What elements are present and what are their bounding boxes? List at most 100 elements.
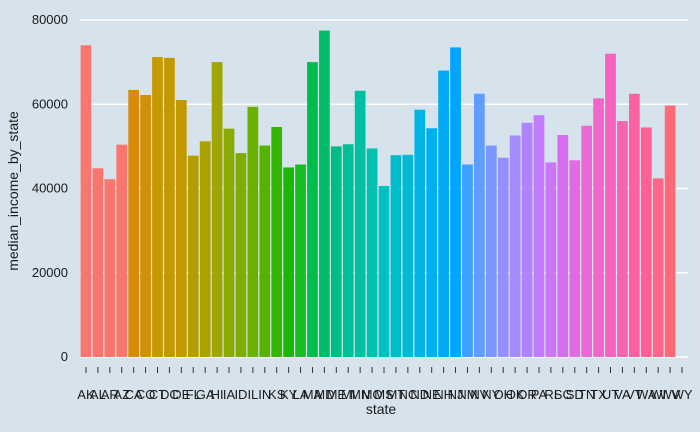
bar-ca xyxy=(128,89,140,358)
x-tick-label-sc: SC xyxy=(554,387,572,402)
x-tick-label-de: DE xyxy=(172,387,190,402)
y-tick-label: 80000 xyxy=(32,12,68,27)
bar-wi xyxy=(652,178,664,357)
bar-ky xyxy=(283,167,294,357)
x-tick-label-in: IN xyxy=(258,387,271,402)
x-tick-label-tn: TN xyxy=(578,387,595,402)
x-tick-label-ak: AK xyxy=(77,387,95,402)
bar-az xyxy=(116,144,128,357)
bar-vt xyxy=(628,93,640,357)
x-tick-label-mt: MT xyxy=(387,387,406,402)
x-tick-label-ma: MA xyxy=(303,387,323,402)
bar-mo xyxy=(366,148,378,357)
y-tick-label: 0 xyxy=(61,349,68,364)
x-tick-label-ar: AR xyxy=(101,387,119,402)
x-tick-label-la: LA xyxy=(293,387,309,402)
x-tick-label-nv: NV xyxy=(470,387,488,402)
x-tick-label-ri: RI xyxy=(544,387,557,402)
x-tick-label-ct: CT xyxy=(149,387,166,402)
bar-nh xyxy=(438,70,449,358)
bar-nj xyxy=(450,47,461,357)
bar-ct xyxy=(152,57,163,357)
bar-la xyxy=(295,164,306,357)
x-tick-label-wa: WA xyxy=(636,387,657,402)
x-tick-label-ga: GA xyxy=(196,387,215,402)
x-tick-label-nc: NC xyxy=(398,387,417,402)
bar-nm xyxy=(462,164,473,357)
bar-ar xyxy=(104,179,116,357)
x-tick-label-mo: MO xyxy=(362,387,383,402)
bar-sd xyxy=(569,160,581,357)
y-axis-title: median_income_by_state xyxy=(5,111,21,271)
x-tick-label-nj: NJ xyxy=(448,387,464,402)
bar-md xyxy=(319,30,330,357)
x-tick-label-wi: WI xyxy=(650,387,666,402)
bar-hi xyxy=(211,62,223,357)
bar-il xyxy=(247,106,259,357)
x-tick-label-mn: MN xyxy=(350,387,370,402)
bar-ut xyxy=(605,53,616,357)
y-tick-label: 40000 xyxy=(32,181,68,196)
x-tick-label-hi: HI xyxy=(211,387,224,402)
x-tick-label-id: ID xyxy=(234,387,247,402)
bar-mn xyxy=(354,90,366,358)
bar-dc xyxy=(164,57,175,357)
bar-sc xyxy=(557,135,569,357)
bar-ak xyxy=(80,45,92,358)
x-tick-label-va: VA xyxy=(614,387,631,402)
y-tick-label: 20000 xyxy=(32,265,68,280)
x-tick-label-me: ME xyxy=(327,387,347,402)
x-tick-label-ca: CA xyxy=(125,387,143,402)
bar-ga xyxy=(199,141,211,357)
x-tick-label-mi: MI xyxy=(341,387,355,402)
bar-pa xyxy=(533,115,545,357)
y-axis: 0 20000 40000 60000 80000 xyxy=(32,12,68,364)
bar-ri xyxy=(545,162,557,357)
x-tick-label-dc: DC xyxy=(160,387,179,402)
bar-ms xyxy=(378,185,390,357)
x-tick-label-ks: KS xyxy=(268,387,286,402)
x-tick-label-ms: MS xyxy=(374,387,394,402)
bar-wv xyxy=(664,105,676,357)
bar-nc xyxy=(402,154,414,357)
bar-mi xyxy=(342,144,354,357)
x-tick-label-sd: SD xyxy=(566,387,584,402)
x-tick-label-md: MD xyxy=(314,387,334,402)
x-tick-label-il: IL xyxy=(247,387,258,402)
bar-ok xyxy=(509,135,521,357)
x-tick-label-ok: OK xyxy=(506,387,525,402)
x-tick-label-ny: NY xyxy=(482,387,500,402)
bar-tx xyxy=(593,98,604,357)
bar-in xyxy=(259,145,271,357)
x-tick-label-wv: WV xyxy=(660,387,681,402)
bar-tn xyxy=(581,125,593,357)
y-tick-label: 60000 xyxy=(32,96,68,111)
x-tick-label-vt: VT xyxy=(626,387,643,402)
x-tick-label-al: AL xyxy=(90,387,106,402)
bar-wa xyxy=(640,127,652,357)
x-tick-label-nd: ND xyxy=(410,387,429,402)
x-tick-label-ky: KY xyxy=(280,387,298,402)
x-tick-label-pa: PA xyxy=(531,387,548,402)
bar-ma xyxy=(307,62,318,357)
bars xyxy=(80,30,676,358)
bar-al xyxy=(92,168,104,357)
bar-co xyxy=(140,94,151,358)
x-tick-label-or: OR xyxy=(517,387,537,402)
x-tick-label-oh: OH xyxy=(493,387,513,402)
x-tick-label-nm: NM xyxy=(457,387,477,402)
bar-mt xyxy=(390,155,402,357)
x-tick-label-wy: WY xyxy=(672,387,693,402)
bar-ny xyxy=(485,145,497,357)
bar-fl xyxy=(187,155,199,357)
x-tick-label-tx: TX xyxy=(590,387,607,402)
bar-ia xyxy=(223,128,235,357)
x-tick-label-fl: FL xyxy=(186,387,201,402)
bar-ks xyxy=(271,126,283,357)
x-tick-label-az: AZ xyxy=(113,387,130,402)
bar-ne xyxy=(426,128,438,357)
x-tick-label-ut: UT xyxy=(602,387,619,402)
x-tick-label-ne: NE xyxy=(423,387,441,402)
